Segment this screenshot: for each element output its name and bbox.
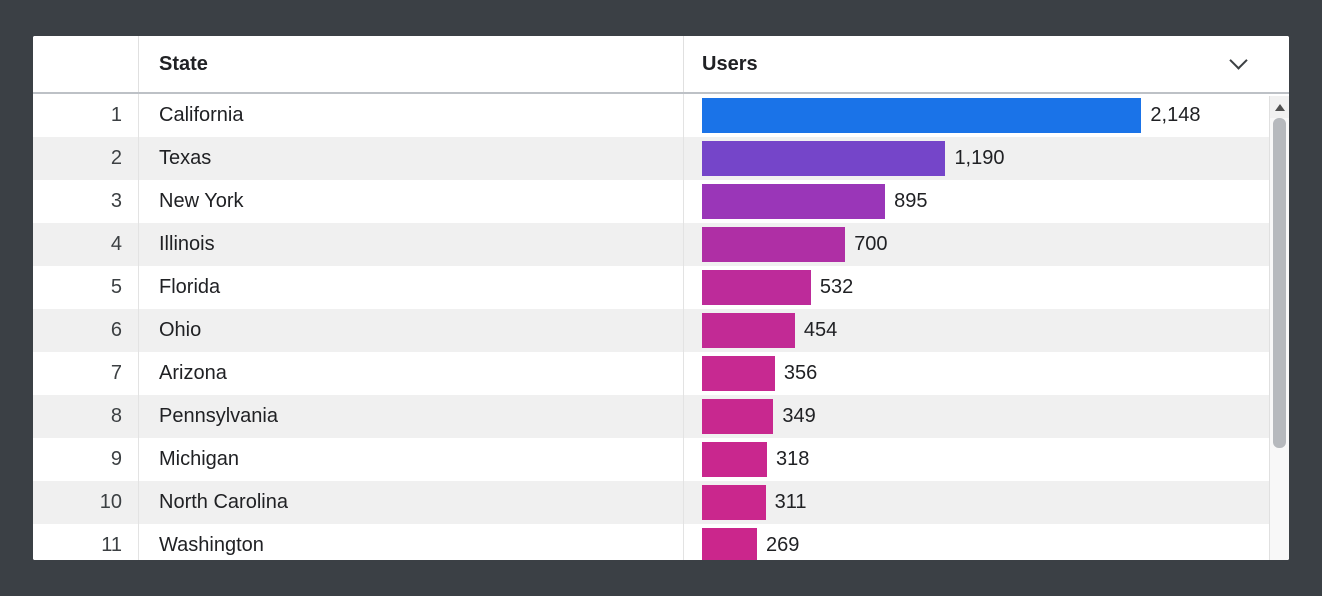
row-users-cell: 895: [683, 180, 1269, 223]
row-bar: [702, 313, 795, 348]
table-chart-card: State Users 1 California 2,148 2 Texas 1…: [33, 36, 1289, 560]
table-row[interactable]: 4 Illinois 700: [33, 223, 1289, 266]
row-state: Michigan: [138, 438, 683, 481]
row-index: 6: [110, 319, 122, 341]
table-body: 1 California 2,148 2 Texas 1,190 3 New Y…: [33, 94, 1289, 560]
row-value-label: 454: [803, 319, 838, 341]
row-state: Washington: [138, 524, 683, 560]
row-bar: [702, 184, 886, 219]
table-row[interactable]: 9 Michigan 318: [33, 438, 1289, 481]
row-users-cell: 2,148: [683, 94, 1269, 137]
table-row[interactable]: 8 Pennsylvania 349: [33, 395, 1289, 438]
row-state: California: [138, 94, 683, 137]
row-state: Florida: [138, 266, 683, 309]
table-row[interactable]: 6 Ohio 454: [33, 309, 1289, 352]
row-bar: [702, 98, 1142, 133]
table-row[interactable]: 10 North Carolina 311: [33, 481, 1289, 524]
row-bar: [702, 141, 946, 176]
row-value-label: 318: [776, 448, 810, 470]
table-row[interactable]: 3 New York 895: [33, 180, 1289, 223]
row-index: 10: [99, 491, 122, 513]
header-state[interactable]: State: [138, 36, 683, 92]
table-row[interactable]: 11 Washington 269: [33, 524, 1289, 560]
row-users-cell: 356: [683, 352, 1269, 395]
triangle-up-icon: [1274, 103, 1285, 111]
row-bar: [702, 270, 811, 305]
row-users-cell: 311: [683, 481, 1269, 524]
row-index: 8: [110, 405, 122, 427]
row-state: Ohio: [138, 309, 683, 352]
row-index: 9: [110, 448, 122, 470]
row-bar: [702, 442, 768, 477]
scrollbar-thumb[interactable]: [1273, 118, 1286, 448]
row-value-label: 895: [894, 190, 928, 212]
row-value-label: 311: [774, 491, 807, 513]
row-users-cell: 349: [683, 395, 1269, 438]
row-state: New York: [138, 180, 683, 223]
row-index: 4: [110, 233, 122, 255]
row-value-label: 349: [782, 405, 816, 427]
row-value-label: 532: [819, 276, 854, 298]
row-users-cell: 318: [683, 438, 1269, 481]
row-users-cell: 1,190: [683, 137, 1269, 180]
row-state: North Carolina: [138, 481, 683, 524]
row-bar: [702, 528, 758, 560]
row-index: 2: [110, 147, 122, 169]
row-state: Arizona: [138, 352, 683, 395]
row-users-cell: 700: [683, 223, 1269, 266]
row-index: 11: [101, 534, 122, 556]
row-index: 7: [110, 362, 122, 384]
table-row[interactable]: 2 Texas 1,190: [33, 137, 1289, 180]
table-row[interactable]: 1 California 2,148: [33, 94, 1289, 137]
row-index: 3: [110, 190, 122, 212]
row-value-label: 269: [766, 534, 800, 556]
row-index: 1: [110, 104, 122, 126]
header-users[interactable]: Users: [683, 36, 1269, 92]
row-value-label: 2,148: [1150, 104, 1201, 126]
row-users-cell: 454: [683, 309, 1269, 352]
header-index-cell: [33, 36, 138, 92]
row-bar: [702, 356, 775, 391]
scrollbar[interactable]: [1269, 96, 1289, 560]
row-state: Pennsylvania: [138, 395, 683, 438]
row-value-label: 700: [854, 233, 888, 255]
row-index: 5: [110, 276, 122, 298]
row-bar: [702, 485, 766, 520]
row-users-cell: 269: [683, 524, 1269, 560]
row-bar: [702, 227, 846, 262]
row-bar: [702, 399, 774, 434]
table-row[interactable]: 7 Arizona 356: [33, 352, 1289, 395]
row-value-label: 1,190: [954, 147, 1005, 169]
table-row[interactable]: 5 Florida 532: [33, 266, 1289, 309]
row-state: Texas: [138, 137, 683, 180]
row-users-cell: 532: [683, 266, 1269, 309]
row-state: Illinois: [138, 223, 683, 266]
row-value-label: 356: [783, 362, 818, 384]
scroll-up-button[interactable]: [1270, 96, 1289, 118]
table-header: State Users: [33, 36, 1289, 94]
